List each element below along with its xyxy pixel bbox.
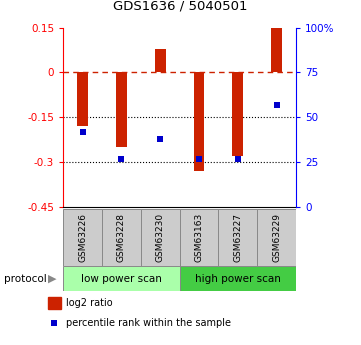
Text: percentile rank within the sample: percentile rank within the sample [66,317,231,327]
Bar [63,209,102,266]
Bar [180,209,218,266]
Bar [155,49,166,72]
Text: high power scan: high power scan [195,274,281,284]
Bar [257,209,296,266]
Bar [141,209,180,266]
Bar [218,209,257,266]
Text: protocol: protocol [4,274,46,284]
Text: GSM63229: GSM63229 [272,213,281,262]
Bar [48,297,61,309]
Text: ▶: ▶ [48,274,57,284]
Text: GSM63226: GSM63226 [78,213,87,262]
Text: GSM63230: GSM63230 [156,213,165,262]
Text: GSM63163: GSM63163 [195,213,204,262]
Text: GDS1636 / 5040501: GDS1636 / 5040501 [113,0,248,12]
Bar [232,72,243,156]
Bar [180,266,296,291]
Text: GSM63228: GSM63228 [117,213,126,262]
Text: low power scan: low power scan [81,274,162,284]
Text: GSM63227: GSM63227 [233,213,242,262]
Bar [77,72,88,126]
Bar [63,266,180,291]
Bar [271,28,282,72]
Bar [193,72,204,171]
Bar [116,72,127,147]
Text: log2 ratio: log2 ratio [66,298,113,308]
Bar [102,209,141,266]
